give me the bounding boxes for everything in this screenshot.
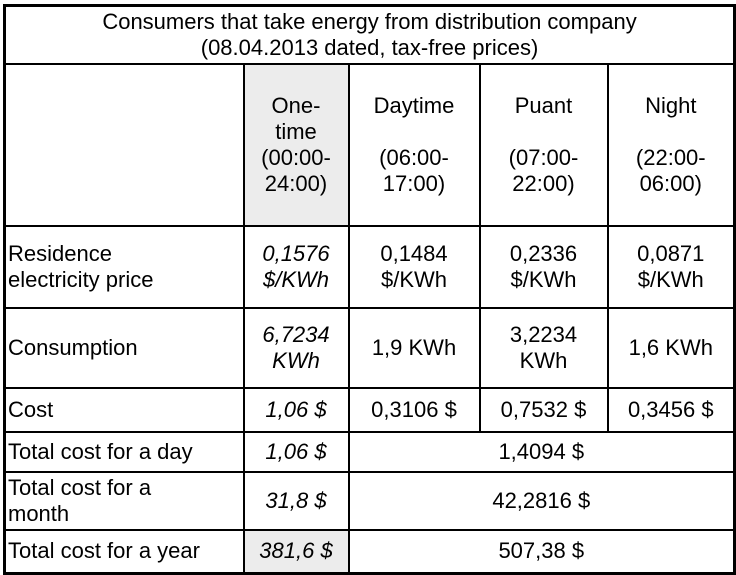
header-daytime-name: Daytime (373, 93, 455, 118)
row-cost-label: Cost (3, 387, 245, 433)
header-daytime-range: (06:00- 17:00) (379, 145, 449, 196)
cost-onetime: 1,06 $ (242, 387, 350, 433)
page: Consumers that take energy from distribu… (3, 4, 736, 575)
header-night: Night (22:00- 06:00) (606, 63, 736, 227)
row-total-day: Total cost for a day 1,06 $ 1,4094 $ (3, 431, 736, 473)
price-onetime: 0,1576 $/KWh (242, 225, 350, 309)
title-row: Consumers that take energy from distribu… (3, 4, 736, 65)
cost-night: 0,3456 $ (606, 387, 736, 433)
header-onetime-range: (00:00- 24:00) (261, 145, 331, 196)
total-month-value: 42,2816 $ (347, 471, 736, 531)
consumption-night: 1,6 KWh (606, 307, 736, 389)
energy-price-table: Consumers that take energy from distribu… (3, 4, 736, 575)
row-residence-price: Residence electricity price 0,1576 $/KWh… (3, 225, 736, 309)
total-day-onetime: 1,06 $ (242, 431, 350, 473)
header-puant: Puant (07:00- 22:00) (478, 63, 609, 227)
total-year-value: 507,38 $ (347, 529, 736, 574)
price-daytime: 0,1484 $/KWh (347, 225, 481, 309)
table-title: Consumers that take energy from distribu… (3, 4, 736, 65)
header-empty-cell (3, 63, 245, 227)
row-residence-price-label: Residence electricity price (3, 225, 245, 309)
header-row: One- time (00:00- 24:00) Daytime (06:00-… (3, 63, 736, 227)
row-cost: Cost 1,06 $ 0,3106 $ 0,7532 $ 0,3456 $ (3, 387, 736, 433)
total-day-value: 1,4094 $ (347, 431, 736, 473)
cost-daytime: 0,3106 $ (347, 387, 481, 433)
header-night-range: (22:00- 06:00) (635, 145, 706, 196)
row-total-month-label: Total cost for a month (3, 471, 245, 531)
row-total-year: Total cost for a year 381,6 $ 507,38 $ (3, 529, 736, 574)
header-puant-name: Puant (514, 93, 573, 118)
price-puant: 0,2336 $/KWh (478, 225, 609, 309)
consumption-onetime: 6,7234 KWh (242, 307, 350, 389)
header-puant-range: (07:00- 22:00) (508, 145, 579, 196)
total-month-onetime: 31,8 $ (242, 471, 350, 531)
row-total-year-label: Total cost for a year (3, 529, 245, 574)
row-total-day-label: Total cost for a day (3, 431, 245, 473)
header-onetime-name: One- time (271, 93, 321, 144)
header-onetime: One- time (00:00- 24:00) (242, 63, 350, 227)
total-year-onetime: 381,6 $ (242, 529, 350, 574)
header-daytime: Daytime (06:00- 17:00) (347, 63, 481, 227)
price-night: 0,0871 $/KWh (606, 225, 736, 309)
row-consumption: Consumption 6,7234 KWh 1,9 KWh 3,2234 KW… (3, 307, 736, 389)
row-total-month: Total cost for a month 31,8 $ 42,2816 $ (3, 471, 736, 531)
row-consumption-label: Consumption (3, 307, 245, 389)
cost-puant: 0,7532 $ (478, 387, 609, 433)
header-night-name: Night (645, 93, 697, 118)
consumption-daytime: 1,9 KWh (347, 307, 481, 389)
consumption-puant: 3,2234 KWh (478, 307, 609, 389)
